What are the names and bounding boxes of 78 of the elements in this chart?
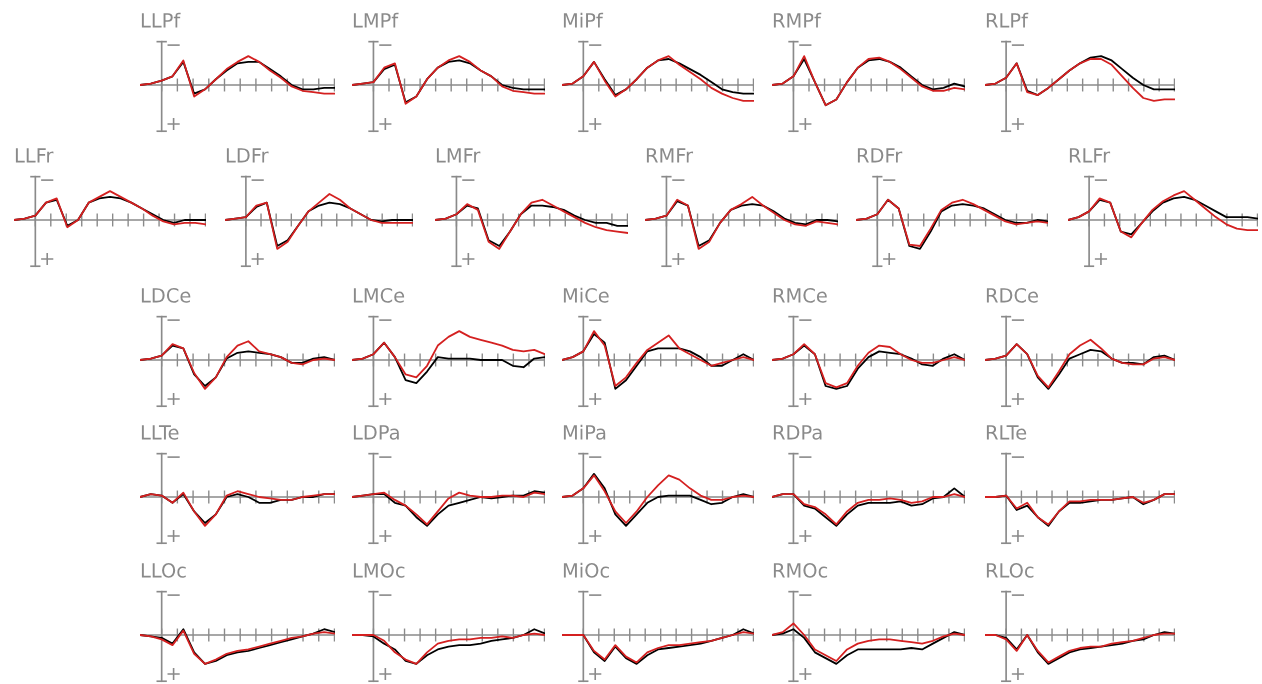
text: + [1011, 529, 1025, 543]
chart-title: LMFr [436, 148, 481, 163]
text: − [589, 319, 602, 321]
text: + [1094, 252, 1108, 266]
text: − [1011, 319, 1025, 321]
text: + [589, 117, 602, 131]
chart-title: LLOc [141, 563, 186, 578]
text: − [379, 456, 392, 458]
text: − [462, 179, 475, 181]
chart-title: RLTe [986, 425, 1027, 440]
text: − [167, 319, 180, 321]
text: + [379, 529, 392, 543]
chart-title: LLPf [141, 12, 181, 28]
text: − [589, 44, 602, 46]
text: + [167, 667, 180, 681]
text: + [379, 667, 392, 681]
chart-title: RMFr [646, 148, 694, 163]
text: − [379, 319, 392, 321]
text: − [251, 179, 264, 181]
text: + [41, 252, 54, 266]
text: − [1011, 44, 1025, 46]
text: + [379, 117, 392, 131]
chart-title: LMOc [353, 563, 405, 578]
text: − [1011, 594, 1025, 596]
text: − [167, 594, 180, 596]
chart-title: LDFr [226, 148, 269, 163]
text: − [41, 179, 54, 181]
text: + [251, 252, 264, 266]
text: − [379, 594, 392, 596]
chart-title: RMPf [773, 12, 822, 28]
text: − [589, 594, 602, 596]
text: + [589, 529, 602, 543]
text: − [883, 179, 896, 181]
chart-title: LLTe [141, 425, 179, 440]
text: − [1011, 456, 1025, 458]
chart-title: RLPf [986, 12, 1029, 28]
text: − [1094, 179, 1108, 181]
chart-title: LDCe [141, 288, 191, 303]
text: + [379, 392, 392, 406]
text: + [589, 667, 602, 681]
text: + [799, 392, 812, 406]
text: − [167, 456, 180, 458]
text: + [462, 252, 475, 266]
text: − [799, 319, 812, 321]
chart-title: RDFr [857, 148, 903, 163]
text: + [1011, 392, 1025, 406]
text: − [589, 456, 602, 458]
text: − [799, 594, 812, 596]
text: − [379, 44, 392, 46]
chart-title: RDPa [773, 425, 822, 440]
chart-title: MiCe [563, 287, 609, 303]
text: + [672, 252, 685, 266]
chart-title: RMCe [773, 288, 827, 303]
text: + [1011, 117, 1025, 131]
chart-title: RLOc [986, 563, 1034, 578]
chart-title: LLFr [15, 148, 54, 163]
chart-title: LMCe [353, 288, 405, 303]
text: − [672, 179, 685, 181]
text: + [1011, 667, 1025, 681]
chart-title: LMPf [353, 12, 399, 28]
text: − [167, 44, 180, 46]
text: + [799, 667, 812, 681]
text: − [799, 44, 812, 46]
text: + [799, 529, 812, 543]
chart-title: RLFr [1069, 148, 1111, 163]
text: + [167, 529, 180, 543]
text: + [799, 117, 812, 131]
chart-title: RDCe [986, 288, 1038, 303]
chart-title: MiPf [563, 12, 604, 28]
text: − [799, 456, 812, 458]
chart-title: MiPa [563, 424, 606, 440]
text: + [167, 117, 180, 131]
text: + [589, 392, 602, 406]
chart-title: RMOc [773, 563, 828, 578]
chart-title: MiOc [563, 562, 609, 578]
chart-title: LDPa [353, 425, 399, 440]
text: + [167, 392, 180, 406]
text: + [883, 252, 896, 266]
